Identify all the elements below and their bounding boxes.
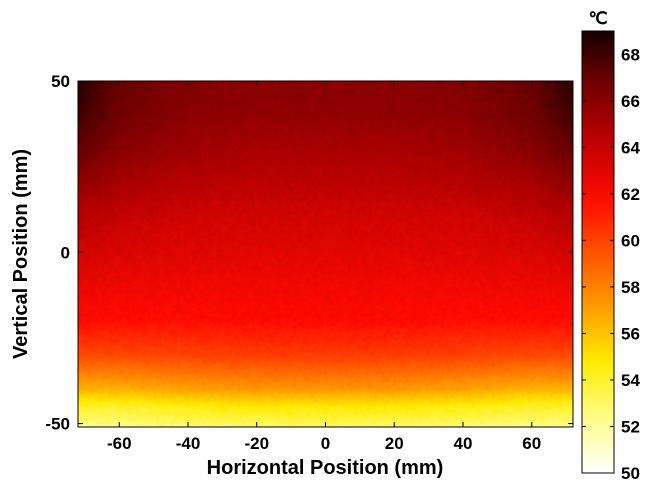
colorbar-unit: ℃	[588, 9, 607, 28]
colorbar-tick-label: 56	[621, 324, 640, 343]
x-tick-label: -60	[107, 434, 132, 453]
colorbar-tick-label: 60	[621, 231, 640, 250]
colorbar-tick-label: 64	[621, 138, 640, 157]
x-axis-ticks: -60 -40 -20 0 20 40 60	[107, 81, 541, 453]
colorbar-tick-label: 68	[621, 45, 640, 64]
y-tick-label: 50	[51, 72, 70, 91]
x-axis-label: Horizontal Position (mm)	[207, 457, 444, 479]
x-tick-label: 20	[385, 434, 404, 453]
y-tick-label: -50	[45, 415, 70, 434]
colorbar-tick-label: 66	[621, 92, 640, 111]
colorbar-gradient	[581, 30, 615, 474]
colorbar-tick-label: 62	[621, 185, 640, 204]
y-tick-label: 0	[61, 243, 70, 262]
y-axis-ticks: 50 0 -50	[45, 72, 573, 434]
heatmap-plot-area	[77, 80, 574, 428]
x-tick-label: -40	[176, 434, 201, 453]
colorbar-tick-label: 58	[621, 278, 640, 297]
x-tick-label: 60	[522, 434, 541, 453]
colorbar-tick-label: 52	[621, 417, 640, 436]
heatmap-image	[78, 81, 573, 427]
y-axis-label: Vertical Position (mm)	[10, 149, 32, 359]
colorbar-tick-label: 54	[621, 371, 640, 390]
x-tick-label: -20	[244, 434, 269, 453]
x-tick-label: 0	[321, 434, 330, 453]
colorbar-tick-label: 50	[621, 464, 640, 483]
x-tick-label: 40	[454, 434, 473, 453]
colorbar-ticks: 68 66 64 62 60 58 56 54 52 50	[582, 45, 640, 483]
colorbar: 68 66 64 62 60 58 56 54 52 50 ℃	[581, 9, 640, 483]
